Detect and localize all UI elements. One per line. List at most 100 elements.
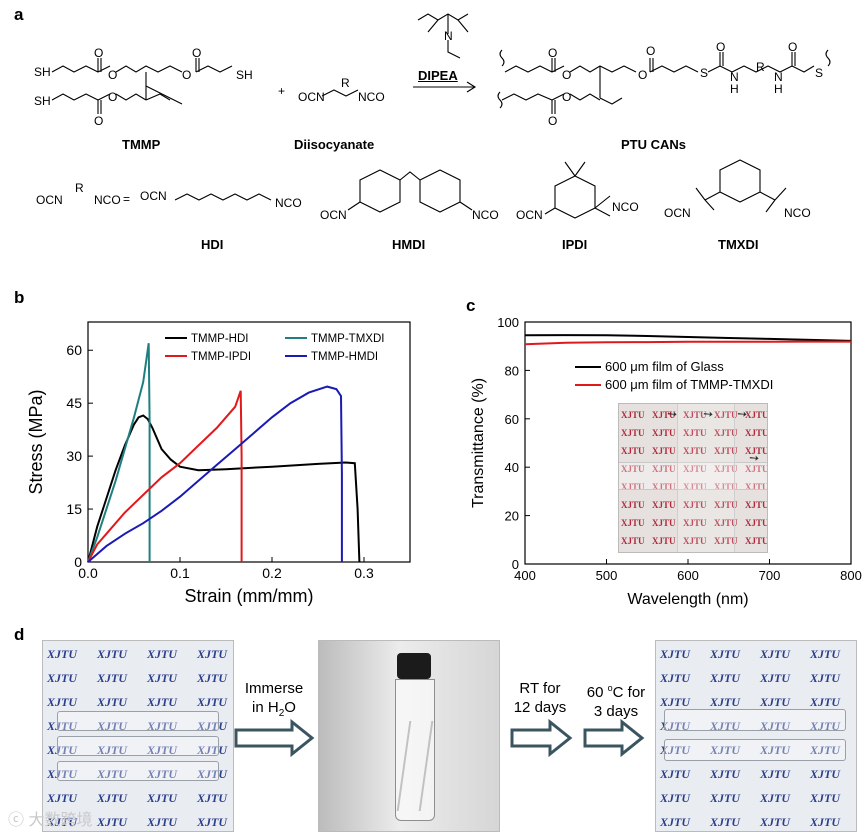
watermark: ⓒ 大数跨境: [8, 812, 93, 829]
xjtu-paper-text: XJTU: [197, 719, 227, 733]
legend-label: TMMP-HMDI: [311, 351, 378, 363]
process-arrow-1: [234, 718, 315, 758]
xjtu-watermark-text: XJTU: [745, 446, 768, 456]
xjtu-paper-text: XJTU: [147, 695, 177, 709]
xjtu-paper-text: XJTU: [660, 767, 690, 781]
xjtu-paper-text: XJTU: [810, 791, 840, 805]
xjtu-paper-text: XJTU: [760, 695, 790, 709]
reagent-dipea: DIPEA: [418, 68, 458, 83]
xjtu-watermark-text: XJTU: [621, 428, 645, 438]
y-axis-label: Transmittance (%): [470, 378, 487, 508]
xjtu-watermark-text: XJTU: [652, 482, 676, 492]
process-arrow-2: [510, 718, 573, 758]
name-tmxdi: TMXDI: [718, 237, 759, 252]
xjtu-watermark-text: XJTU: [621, 518, 645, 528]
xjtu-paper-text: XJTU: [660, 791, 690, 805]
xjtu-paper-text: XJTU: [760, 815, 790, 829]
xjtu-paper-text: XJTU: [147, 647, 177, 661]
name-hmdi: HMDI: [392, 237, 426, 252]
tmxdi-ocn: OCN: [664, 206, 691, 220]
xjtu-watermark-text: XJTU: [621, 536, 645, 546]
x-tick-label: 0.0: [78, 565, 98, 581]
tmmp-o-ester3: O: [182, 68, 192, 82]
process-arrows: [234, 718, 645, 758]
xjtu-watermark-text: XJTU: [745, 428, 768, 438]
x-axis-label: Wavelength (nm): [627, 591, 748, 608]
product-o1: O: [562, 68, 572, 82]
hdi-ocn: OCN: [140, 189, 167, 203]
x-tick-label: 0.3: [354, 565, 374, 581]
diiso-ocn: OCN: [298, 90, 325, 104]
photo-after-healing: XJTU XJTU XJTU XJTU XJTU XJTU XJTU XJTU XJTU XJTU…: [655, 640, 857, 832]
tmmp-o-carbonyl2: O: [94, 114, 104, 128]
y-tick-label: 100: [497, 315, 519, 330]
tmmp-sh-bottom: SH: [34, 94, 51, 108]
x-tick-label: 400: [514, 568, 536, 583]
xjtu-paper-text: XJTU: [97, 695, 127, 709]
photo-vial-in-water: [318, 640, 500, 832]
legend-label: TMMP-IPDI: [191, 351, 251, 363]
xjtu-paper-text: XJTU: [97, 791, 127, 805]
panel-label-d: d: [14, 625, 25, 644]
xjtu-watermark-text: XJTU: [652, 536, 676, 546]
y-tick-label: 60: [66, 342, 82, 358]
xjtu-paper-text: XJTU: [97, 743, 127, 757]
xjtu-paper-text: XJTU: [810, 647, 840, 661]
tmmp-o-ester2: O: [108, 90, 118, 104]
y-tick-label: 40: [505, 460, 519, 475]
film-strip: [619, 462, 767, 490]
xjtu-paper-text: XJTU: [760, 743, 790, 757]
xjtu-paper-text: XJTU: [760, 791, 790, 805]
y-tick-label: 20: [505, 509, 519, 524]
xjtu-watermark-text: XJTU: [745, 410, 768, 420]
xjtu-paper-text: XJTU: [197, 767, 227, 781]
xjtu-watermark-text: XJTU: [714, 428, 738, 438]
xjtu-paper-text: XJTU: [710, 647, 740, 661]
dogbone-specimen-1: [57, 711, 219, 731]
xjtu-paper-text: XJTU: [710, 719, 740, 733]
xjtu-paper-text: XJTU: [47, 647, 77, 661]
x-tick-label: 0.1: [170, 565, 190, 581]
healed-specimen-2: [664, 739, 846, 761]
xjtu-paper-text: XJTU: [47, 743, 77, 757]
xjtu-watermark-text: XJTU: [683, 500, 707, 510]
tmmp-sh-right: SH: [236, 68, 253, 82]
equals-sign: =: [123, 192, 131, 206]
y-tick-label: 30: [66, 448, 82, 464]
xjtu-watermark-text: XJTU: [652, 500, 676, 510]
xjtu-watermark-text: XJTU: [745, 536, 768, 546]
legend-label: 600 μm film of TMMP-TMXDI: [605, 377, 773, 392]
product-o5: O: [548, 114, 558, 128]
y-tick-label: 0: [512, 557, 519, 572]
def-r: R: [75, 181, 84, 195]
xjtu-watermark-text: XJTU: [714, 500, 738, 510]
panel-label-c: c: [466, 296, 476, 315]
xjtu-watermark-text: XJTU: [745, 518, 768, 528]
film-inset-photo: XJTU XJTU XJTU XJTU XJTU XJTU XJTU XJTU XJTU XJTU…: [618, 403, 768, 553]
xjtu-paper-text: XJTU: [660, 719, 690, 733]
transmittance-chart: 400 500 600 700 800 0 20 40 60 80 100 Wavelength (n…: [470, 315, 862, 608]
plot-frame: [87, 321, 411, 563]
process-arrow-3: [583, 718, 645, 758]
xjtu-paper-text: XJTU: [147, 743, 177, 757]
xjtu-watermark-text: XJTU: [683, 410, 707, 420]
series-line-600-μm-film-of-glass: [524, 334, 852, 342]
product-o7: O: [716, 40, 726, 54]
product-s1: S: [700, 66, 709, 80]
xjtu-paper-text: XJTU: [197, 815, 227, 829]
product-h2: H: [774, 82, 783, 96]
xjtu-watermark-text: XJTU: [683, 446, 707, 456]
xjtu-watermark-text: XJTU: [683, 518, 707, 528]
xjtu-paper-text: XJTU: [710, 743, 740, 757]
product-o2: O: [562, 90, 572, 104]
xjtu-paper-text: XJTU: [97, 647, 127, 661]
xjtu-paper-text: XJTU: [810, 743, 840, 757]
vial-cap: [397, 653, 431, 679]
xjtu-paper-text: XJTU: [197, 791, 227, 805]
xjtu-watermark-text: XJTU: [621, 482, 645, 492]
legend-label: TMMP-HDI: [191, 333, 249, 345]
xjtu-paper-text: XJTU: [97, 815, 127, 829]
xjtu-paper-text: XJTU: [760, 671, 790, 685]
xjtu-paper-text: XJTU: [97, 767, 127, 781]
step-heat-line2: 3 days: [593, 703, 639, 720]
